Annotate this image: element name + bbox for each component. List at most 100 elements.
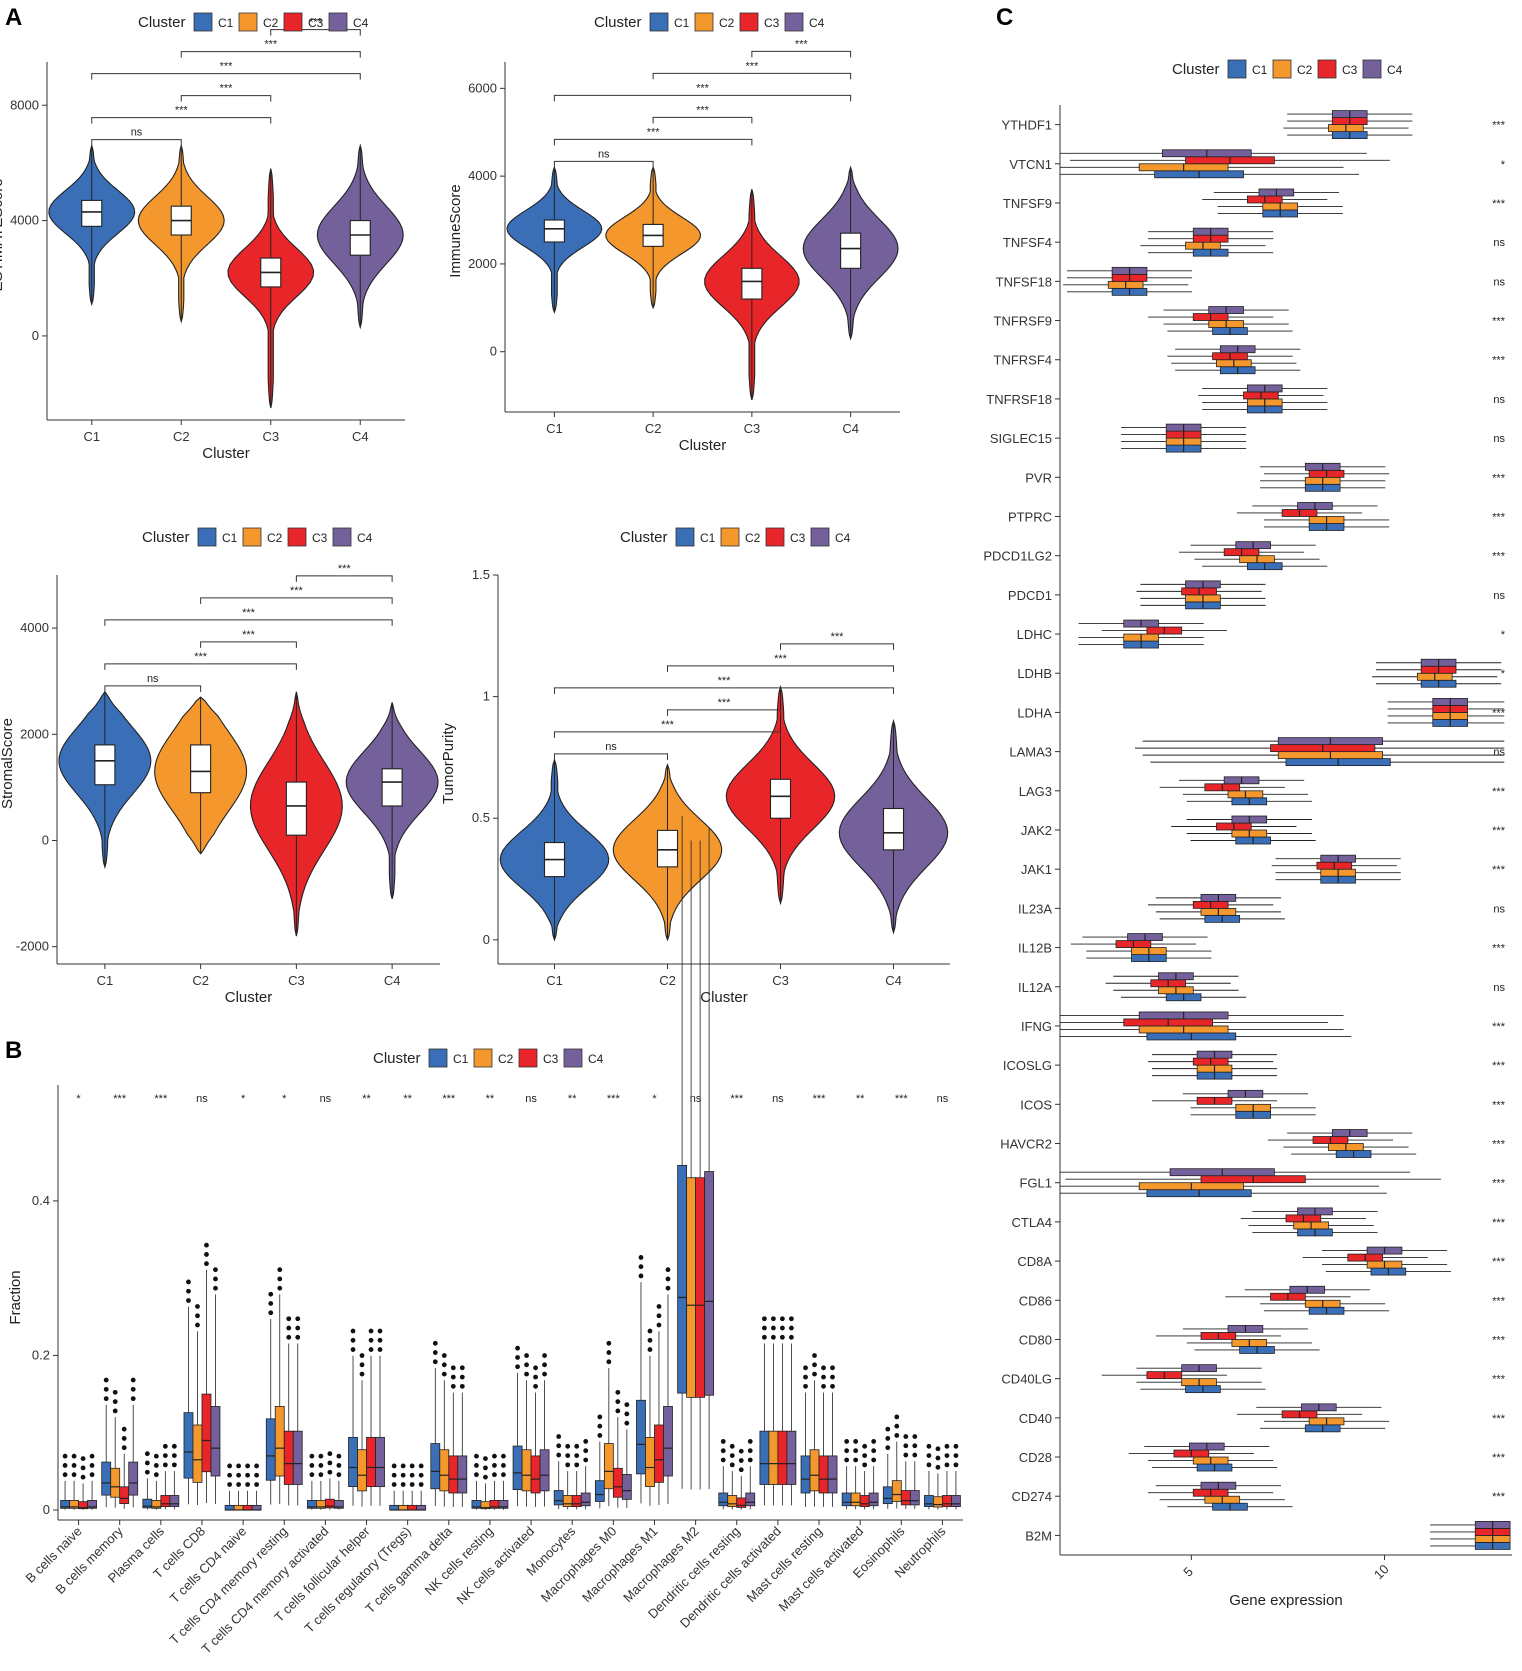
outlier-point (803, 1365, 808, 1371)
outlier-point (350, 1337, 356, 1343)
outlier-point (647, 1337, 653, 1343)
significance-bracket (554, 687, 894, 694)
outlier-point (606, 1350, 612, 1355)
significance-bracket (652, 116, 753, 124)
outlier-point (130, 1396, 136, 1402)
box-c3 (654, 1424, 664, 1483)
x-tick-label: C1 (83, 429, 100, 444)
violin-box (882, 807, 905, 851)
box-c4 (786, 1430, 797, 1485)
x-tick-label: C3 (772, 973, 789, 988)
outlier-point (871, 1439, 877, 1444)
outlier-point (565, 1462, 571, 1468)
gene-label: TNFSF18 (996, 274, 1052, 289)
outlier-point (788, 1325, 794, 1331)
legend-label-c2: C2 (267, 531, 283, 545)
gene-label: IL23A (1018, 901, 1052, 916)
outlier-point (268, 1310, 274, 1316)
gene-label: CTLA4 (1012, 1215, 1052, 1230)
outlier-point (153, 1453, 159, 1459)
outlier-point (953, 1443, 959, 1449)
y-tick-label: 1 (483, 689, 490, 704)
outlier-point (112, 1389, 118, 1395)
outlier-point (524, 1371, 529, 1377)
legend-label-c3: C3 (764, 16, 780, 30)
outlier-point (953, 1453, 959, 1458)
outlier-point (286, 1316, 292, 1322)
y-tick-label: 0.2 (32, 1347, 50, 1362)
legend-label-c1: C1 (453, 1052, 469, 1066)
outlier-point (377, 1347, 383, 1352)
legend-label-c1: C1 (218, 16, 234, 30)
legend-label-c4: C4 (588, 1052, 604, 1066)
outlier-point (624, 1420, 630, 1426)
box-c2 (110, 1467, 121, 1498)
significance-bracket (554, 753, 668, 760)
outlier-point (501, 1453, 506, 1459)
significance-label: *** (1492, 1060, 1506, 1072)
gene-label: LDHA (1017, 705, 1052, 720)
legend-cells: Cluster C1 C2 C3 C4 (373, 1048, 604, 1068)
significance-bracket (91, 139, 182, 146)
legend-title: Cluster (620, 529, 668, 546)
significance-label: *** (113, 1093, 127, 1105)
outlier-point (309, 1472, 315, 1478)
outlier-point (295, 1316, 301, 1322)
box-c1 (800, 1455, 811, 1494)
outlier-point (377, 1328, 383, 1334)
outlier-point (483, 1465, 488, 1471)
outlier-point (821, 1365, 826, 1371)
significance-label: *** (1492, 707, 1506, 719)
violin-box (381, 768, 403, 807)
outlier-point (574, 1443, 580, 1449)
outlier-point (862, 1453, 868, 1458)
significance-label: *** (1492, 1178, 1506, 1190)
outlier-point (441, 1362, 447, 1368)
outlier-point (144, 1451, 150, 1457)
outlier-point (779, 1325, 785, 1331)
outlier-point (327, 1451, 333, 1457)
outlier-point (474, 1472, 479, 1478)
legend-swatch-c4 (563, 1048, 583, 1068)
outlier-point (615, 1399, 621, 1405)
outlier-point (729, 1453, 735, 1458)
outlier-point (556, 1443, 562, 1449)
outlier-point (195, 1304, 200, 1309)
outlier-point (615, 1408, 621, 1414)
outlier-point (656, 1304, 662, 1309)
outlier-point (162, 1453, 168, 1458)
significance-label: ns (1493, 982, 1505, 994)
outlier-point (853, 1448, 859, 1454)
outlier-point (459, 1365, 465, 1371)
outlier-point (236, 1482, 242, 1487)
y-tick-label: 0 (483, 932, 490, 947)
box-c2 (891, 1480, 902, 1502)
outlier-point (236, 1463, 242, 1469)
significance-label: * (282, 1093, 287, 1105)
significance-label: *** (1492, 1099, 1506, 1111)
x-tick-label: C4 (352, 429, 369, 444)
outlier-point (533, 1383, 538, 1389)
box-c4 (580, 1492, 591, 1507)
x-axis-title: Cluster (700, 989, 748, 1006)
gene-label: TNFSF4 (1003, 235, 1052, 250)
box-c3 (448, 1455, 459, 1494)
outlier-point (162, 1462, 168, 1468)
outlier-point (400, 1463, 406, 1469)
outlier-point (286, 1334, 292, 1340)
outlier-point (80, 1474, 86, 1480)
significance-label: *** (1492, 1139, 1506, 1151)
outlier-point (80, 1465, 86, 1471)
x-axis-title: Cluster (679, 437, 727, 454)
significance-bracket (104, 663, 297, 670)
outlier-point (515, 1345, 520, 1351)
outlier-point (254, 1472, 260, 1478)
y-axis-title: StromalScore (0, 718, 16, 809)
outlier-point (245, 1472, 251, 1478)
legend-label-c2: C2 (498, 1052, 514, 1066)
box-c1 (677, 1164, 688, 1394)
y-tick-label: 4000 (468, 168, 497, 183)
significance-label: * (1501, 159, 1506, 171)
outlier-point (450, 1374, 456, 1380)
